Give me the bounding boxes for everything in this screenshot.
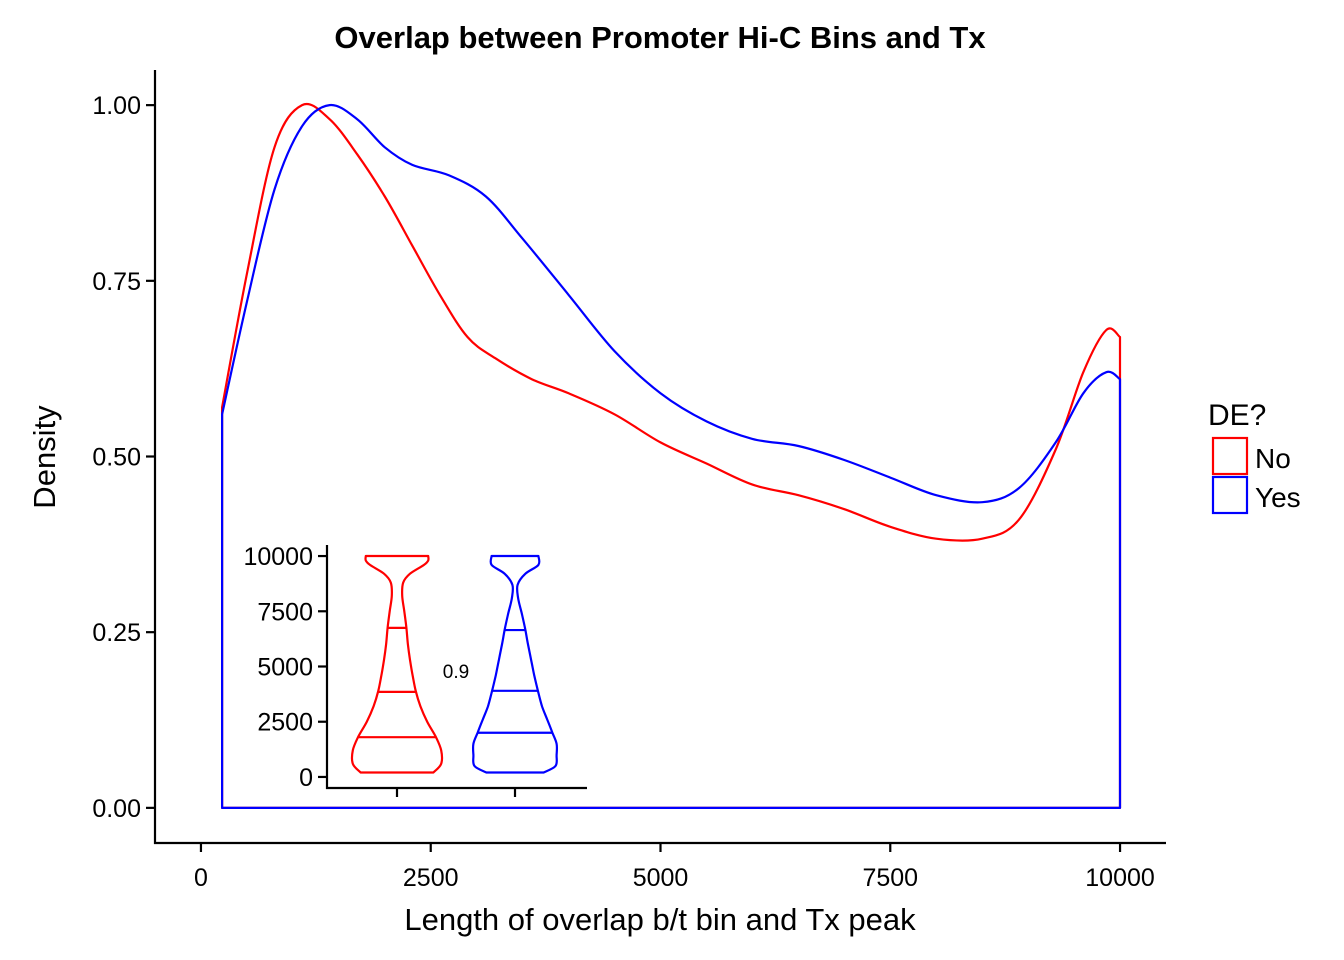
main-axes: 0.00 0.25 0.50 0.75 1.00 0 2500 5000 7500 10000	[92, 70, 1166, 892]
inset-y-tick-label: 2500	[257, 709, 313, 737]
inset-y-tick-label: 10000	[243, 543, 313, 571]
chart-title: Overlap between Promoter Hi-C Bins and T…	[334, 20, 986, 55]
x-tick-label: 0	[194, 864, 208, 892]
inset-y-tick-label: 0	[299, 764, 313, 792]
x-tick-label: 7500	[862, 864, 918, 892]
density-curve-yes	[221, 103, 1122, 809]
y-tick-label: 0.00	[92, 795, 141, 823]
density-curve-no	[221, 102, 1122, 809]
x-ticks: 0 2500 5000 7500 10000	[194, 843, 1155, 892]
inset-y-ticks: 0 2500 5000 7500 10000	[243, 543, 327, 792]
violins	[350, 554, 559, 774]
legend-key-no	[1211, 436, 1249, 476]
y-tick-label: 0.25	[92, 619, 141, 647]
y-tick-label: 0.75	[92, 268, 141, 296]
inset-y-tick-label: 5000	[257, 654, 313, 682]
violin-yes	[471, 554, 559, 774]
legend-title: DE?	[1208, 399, 1266, 432]
density-series-group	[221, 102, 1122, 809]
x-axis-title: Length of overlap b/t bin and Tx peak	[404, 902, 916, 937]
y-axis-title: Density	[27, 405, 62, 509]
inset-annotation: 0.9	[443, 662, 469, 683]
legend-label-yes: Yes	[1255, 482, 1301, 513]
x-tick-label: 2500	[403, 864, 459, 892]
y-tick-label: 1.00	[92, 92, 141, 120]
inset-violin-plot: 0 2500 5000 7500 10000 0.9	[243, 543, 587, 797]
violin-no	[350, 554, 444, 774]
inset-y-tick-label: 7500	[257, 598, 313, 626]
y-tick-label: 0.50	[92, 444, 141, 472]
legend-label-no: No	[1255, 443, 1291, 474]
legend: DE? No Yes	[1208, 399, 1301, 515]
x-tick-label: 10000	[1085, 864, 1155, 892]
y-ticks: 0.00 0.25 0.50 0.75 1.00	[92, 92, 155, 823]
legend-key-yes	[1211, 475, 1249, 515]
x-tick-label: 5000	[633, 864, 689, 892]
